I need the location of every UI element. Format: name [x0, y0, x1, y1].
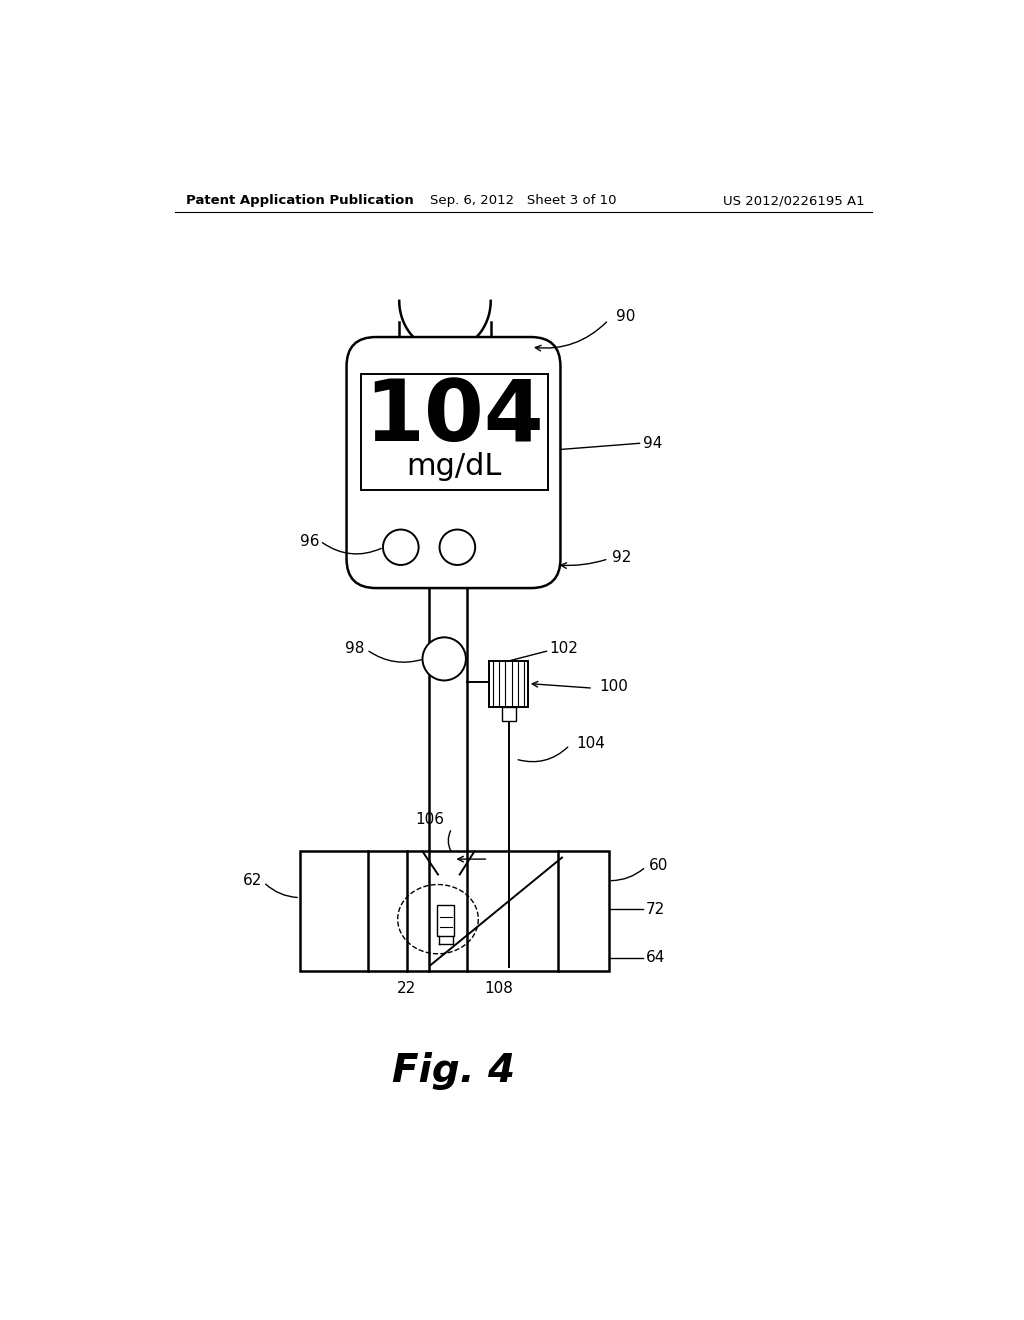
Text: 64: 64: [646, 950, 665, 965]
Text: 104: 104: [575, 737, 605, 751]
Text: 102: 102: [550, 640, 579, 656]
Text: 92: 92: [612, 549, 632, 565]
Bar: [300, 851, 608, 970]
Circle shape: [423, 638, 466, 681]
Bar: [360, 374, 548, 490]
Text: 60: 60: [649, 858, 669, 873]
Circle shape: [439, 529, 475, 565]
Text: Sep. 6, 2012   Sheet 3 of 10: Sep. 6, 2012 Sheet 3 of 10: [430, 194, 616, 207]
Text: 108: 108: [484, 981, 513, 995]
Text: 96: 96: [300, 533, 319, 549]
Bar: [489, 661, 528, 706]
Text: 94: 94: [643, 436, 663, 451]
Text: 62: 62: [243, 873, 262, 888]
Text: 90: 90: [616, 309, 636, 323]
Circle shape: [383, 529, 419, 565]
Text: 100: 100: [599, 678, 628, 694]
FancyBboxPatch shape: [346, 337, 560, 589]
Text: Patent Application Publication: Patent Application Publication: [186, 194, 414, 207]
Text: 22: 22: [397, 981, 417, 995]
Bar: [502, 706, 515, 721]
Text: 72: 72: [646, 902, 665, 916]
Text: 104: 104: [365, 376, 544, 459]
Bar: [437, 906, 455, 936]
Text: 98: 98: [345, 640, 365, 656]
Text: US 2012/0226195 A1: US 2012/0226195 A1: [723, 194, 864, 207]
Text: Fig. 4: Fig. 4: [392, 1052, 515, 1090]
Text: 106: 106: [416, 812, 444, 826]
Text: mg/dL: mg/dL: [407, 451, 502, 480]
